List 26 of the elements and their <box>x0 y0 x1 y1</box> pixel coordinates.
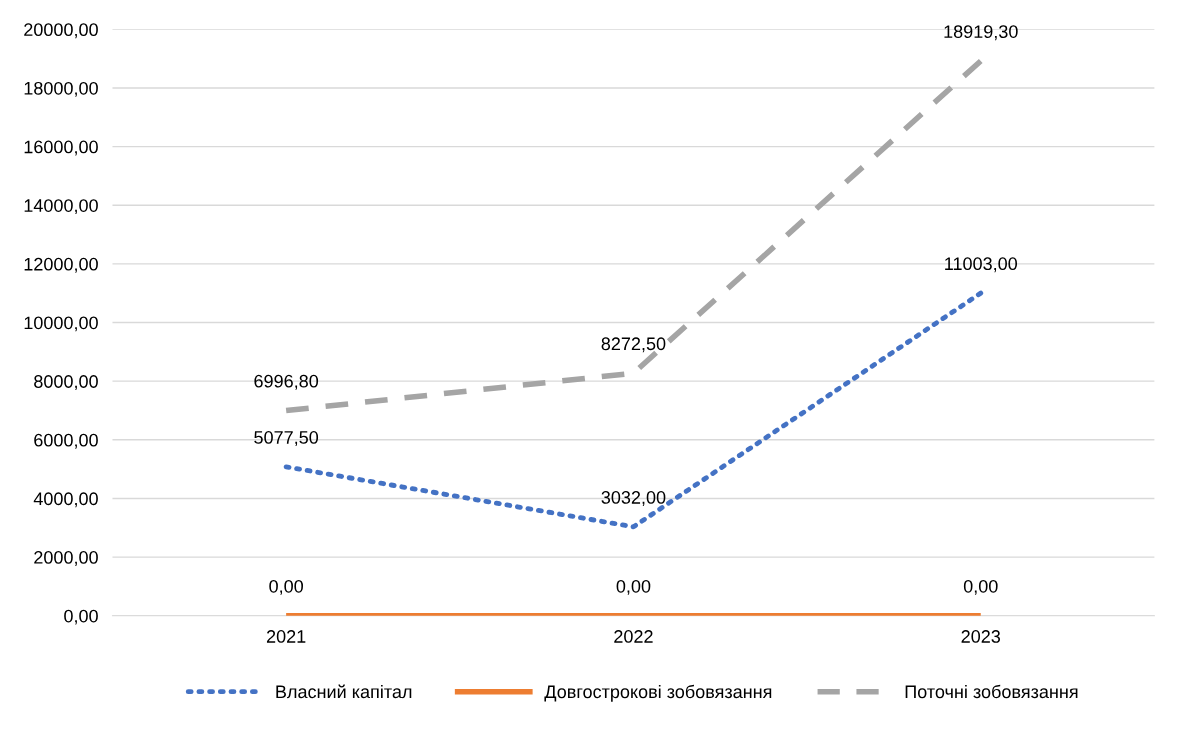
y-tick-label: 4000,00 <box>33 492 98 508</box>
data-label: 0,00 <box>963 579 998 595</box>
legend-label: Довгострокові зобовязання <box>544 684 772 702</box>
y-tick-label: 8000,00 <box>34 375 98 391</box>
y-tick-label: 2000,00 <box>34 551 98 566</box>
legend-label: Власний капітал <box>276 684 412 699</box>
y-tick-label: 16000,00 <box>24 140 98 156</box>
y-tick-label: 6000,00 <box>34 433 98 449</box>
data-label: 0,00 <box>269 579 303 595</box>
data-label: 0,00 <box>616 579 651 595</box>
y-tick-label: 20000,00 <box>24 23 98 39</box>
y-tick-label: 12000,00 <box>24 257 98 273</box>
data-label: 8272,50 <box>601 337 666 353</box>
x-tick-label: 2022 <box>614 630 653 643</box>
x-tick-label: 2021 <box>266 630 306 643</box>
data-label: 5077,50 <box>254 431 319 446</box>
y-tick-label: 18000,00 <box>24 81 98 97</box>
data-label: 3032,00 <box>601 491 666 506</box>
data-label: 11003,00 <box>945 257 1018 273</box>
x-tick-label: 2023 <box>961 630 1001 643</box>
y-tick-label: 10000,00 <box>24 316 98 332</box>
y-tick-label: 0,00 <box>64 609 98 625</box>
data-label: 6996,80 <box>254 374 319 390</box>
y-tick-label: 14000,00 <box>24 199 98 215</box>
legend-label: Поточні зобовязання <box>905 684 1078 699</box>
data-label: 18919,30 <box>944 25 1018 41</box>
